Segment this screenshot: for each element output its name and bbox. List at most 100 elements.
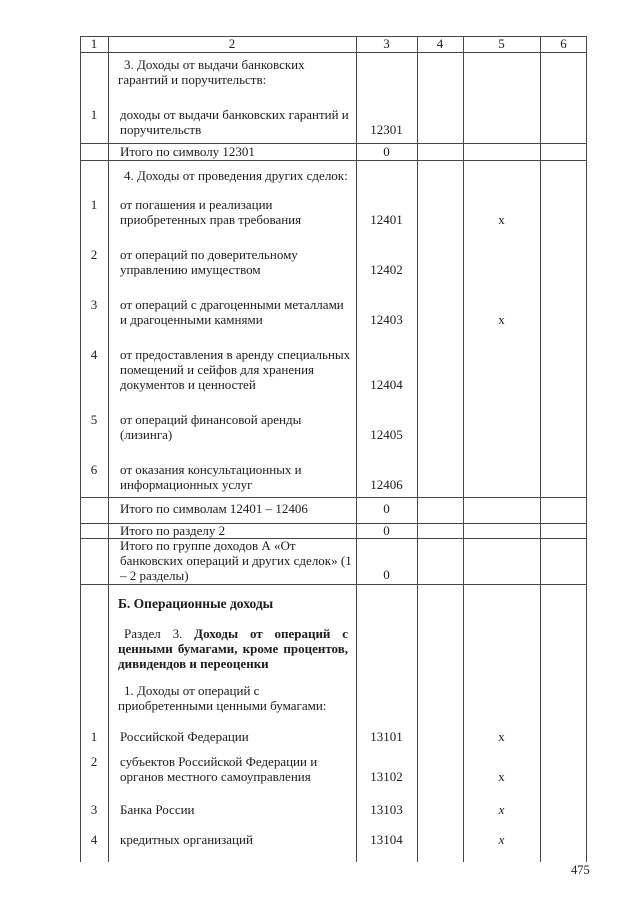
symbol-code-cell: 13103 bbox=[370, 802, 403, 817]
table-line-v bbox=[108, 36, 109, 862]
symbol-code-cell: 12401 bbox=[370, 212, 403, 227]
table-row: 2 субъектов Российской Федерации и орган… bbox=[80, 754, 587, 784]
empty-cell bbox=[417, 462, 463, 492]
table-row: 4 кредитных организаций 13104 x bbox=[80, 832, 587, 847]
symbol-code-cell: 12405 bbox=[370, 427, 403, 442]
razdel-3-prefix: Раздел 3. bbox=[124, 626, 183, 641]
section-4-block: 4. Доходы от проведения других сделок: 1… bbox=[80, 160, 587, 505]
total-value: 0 bbox=[383, 523, 390, 538]
symbol-code-cell: 12403 bbox=[370, 312, 403, 327]
empty-cell bbox=[417, 144, 463, 159]
table-line-v bbox=[540, 36, 541, 862]
empty-cell bbox=[417, 347, 463, 392]
symbol-code-cell: 13102 bbox=[370, 769, 403, 784]
row-number-cell: 1 bbox=[90, 107, 98, 122]
row-number-cell: 2 bbox=[90, 247, 98, 262]
total-label: Итого по символу 12301 bbox=[120, 144, 255, 159]
income-name-cell: субъектов Российской Федерации и органов… bbox=[120, 754, 318, 784]
row-number-cell: 3 bbox=[90, 297, 98, 312]
razdel-3-heading: Раздел 3. Доходы от операций с ценными б… bbox=[118, 626, 348, 671]
total-row-group-a: Итого по группе доходов А «От банковских… bbox=[80, 538, 587, 584]
income-name-cell: от оказания консультационных и информаци… bbox=[120, 462, 302, 492]
row-number-cell: 5 bbox=[90, 412, 98, 427]
income-name-cell: от погашения и реализации приобретенных … bbox=[120, 197, 302, 227]
symbol-code-cell: 12402 bbox=[370, 262, 403, 277]
empty-cell bbox=[540, 144, 587, 159]
empty-cell bbox=[540, 247, 587, 277]
table-row: 5 от операций финансовой аренды (лизинга… bbox=[80, 412, 587, 442]
total-value: 0 bbox=[383, 567, 390, 582]
column-header: 2 bbox=[228, 36, 236, 51]
symbol-code-cell: 13104 bbox=[370, 832, 403, 847]
column-header: 4 bbox=[436, 36, 444, 51]
total-value: 0 bbox=[383, 144, 390, 159]
income-name-cell: от операций по доверительному управлению… bbox=[120, 247, 298, 277]
empty-cell bbox=[540, 832, 587, 847]
table-line-h bbox=[80, 523, 587, 524]
empty-cell bbox=[540, 754, 587, 784]
table-line-h bbox=[80, 584, 587, 585]
empty-cell bbox=[463, 501, 540, 516]
table-line-v bbox=[586, 36, 587, 862]
empty-cell bbox=[417, 754, 463, 784]
empty-cell bbox=[80, 538, 108, 583]
row-number-cell: 6 bbox=[90, 462, 98, 477]
empty-cell bbox=[417, 107, 463, 137]
table-row: 4 от предоставления в аренду специальных… bbox=[80, 347, 587, 392]
empty-cell bbox=[417, 832, 463, 847]
table-line-h bbox=[80, 52, 587, 53]
table-row: 1 от погашения и реализации приобретенны… bbox=[80, 197, 587, 227]
section-b-title: Б. Операционные доходы bbox=[118, 596, 274, 611]
table-line-v bbox=[417, 36, 418, 862]
table-line-v bbox=[463, 36, 464, 862]
empty-cell bbox=[417, 729, 463, 744]
empty-cell bbox=[463, 523, 540, 538]
mark-cell: x bbox=[498, 769, 505, 784]
empty-cell bbox=[417, 501, 463, 516]
column-header: 6 bbox=[560, 36, 567, 51]
empty-cell bbox=[463, 538, 540, 583]
symbol-code-cell: 13101 bbox=[370, 729, 403, 744]
mark-cell: x bbox=[498, 729, 505, 744]
row-number-cell: 4 bbox=[90, 832, 98, 847]
table-header: 1 2 3 4 5 6 bbox=[80, 36, 587, 52]
row-number-cell: 1 bbox=[90, 197, 98, 212]
empty-cell bbox=[80, 523, 108, 538]
symbol-code-cell: 12404 bbox=[370, 377, 403, 392]
empty-cell bbox=[417, 538, 463, 583]
empty-cell bbox=[540, 729, 587, 744]
column-header: 3 bbox=[383, 36, 390, 51]
empty-cell bbox=[417, 412, 463, 442]
table-line-h bbox=[80, 497, 587, 498]
page-number: 475 bbox=[571, 863, 590, 877]
income-table: 1 2 3 4 5 6 3. Доходы от выдачи банковск… bbox=[80, 36, 587, 862]
empty-cell bbox=[417, 297, 463, 327]
empty-cell bbox=[80, 501, 108, 516]
section-3-block: 3. Доходы от выдачи банковских гарантий … bbox=[80, 52, 587, 148]
income-name-cell: от операций с драгоценными металлами и д… bbox=[120, 297, 344, 327]
mark-cell: x bbox=[498, 312, 505, 327]
empty-cell bbox=[540, 347, 587, 392]
total-row-12301: Итого по символу 12301 0 bbox=[80, 143, 587, 161]
total-row-razdel-2: Итого по разделу 2 0 bbox=[80, 523, 587, 538]
row-number-cell: 3 bbox=[90, 802, 98, 817]
mark-cell: x bbox=[498, 212, 505, 227]
empty-cell bbox=[540, 802, 587, 817]
empty-cell bbox=[540, 412, 587, 442]
table-row: 1 Российской Федерации 13101 x bbox=[80, 729, 587, 744]
table-line-h bbox=[80, 36, 587, 37]
table-row: 1 доходы от выдачи банковских гарантий и… bbox=[80, 107, 587, 137]
column-header: 5 bbox=[498, 36, 505, 51]
razdel-3-bold-text: Доходы от операций с ценными бумагами, к… bbox=[118, 626, 349, 671]
section-heading: 4. Доходы от проведения других сделок: bbox=[124, 168, 348, 183]
total-value: 0 bbox=[383, 501, 390, 516]
table-line-h bbox=[80, 143, 587, 144]
total-label: Итого по символам 12401 – 12406 bbox=[120, 501, 308, 516]
empty-cell bbox=[540, 523, 587, 538]
total-row-12401-12406: Итого по символам 12401 – 12406 0 bbox=[80, 497, 587, 527]
empty-cell bbox=[540, 501, 587, 516]
row-number-cell: 1 bbox=[90, 729, 98, 744]
total-label: Итого по группе доходов А «От банковских… bbox=[120, 538, 352, 583]
empty-cell bbox=[540, 197, 587, 227]
table-row: 6 от оказания консультационных и информа… bbox=[80, 462, 587, 492]
